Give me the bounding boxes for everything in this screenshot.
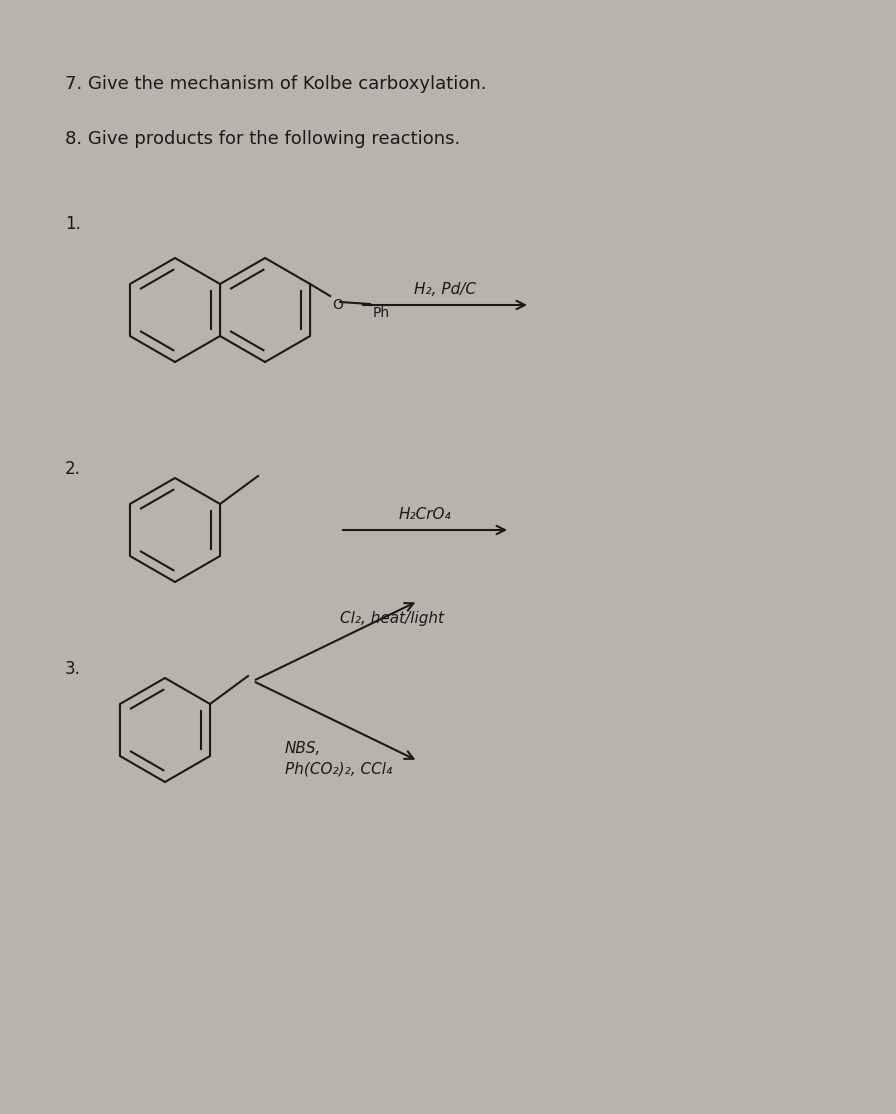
Text: H₂, Pd/C: H₂, Pd/C xyxy=(414,282,476,297)
Text: O: O xyxy=(332,299,343,312)
Text: Ph(CO₂)₂, CCl₄: Ph(CO₂)₂, CCl₄ xyxy=(285,761,392,776)
Text: NBS,: NBS, xyxy=(285,741,322,756)
Text: 7. Give the mechanism of Kolbe carboxylation.: 7. Give the mechanism of Kolbe carboxyla… xyxy=(65,75,487,92)
Text: 1.: 1. xyxy=(65,215,81,233)
Text: 2.: 2. xyxy=(65,460,81,478)
Text: 8. Give products for the following reactions.: 8. Give products for the following react… xyxy=(65,130,461,148)
Text: 3.: 3. xyxy=(65,659,81,678)
Text: Cl₂, heat/light: Cl₂, heat/light xyxy=(340,610,444,626)
Text: H₂CrO₄: H₂CrO₄ xyxy=(399,507,452,522)
Text: Ph: Ph xyxy=(373,306,391,320)
